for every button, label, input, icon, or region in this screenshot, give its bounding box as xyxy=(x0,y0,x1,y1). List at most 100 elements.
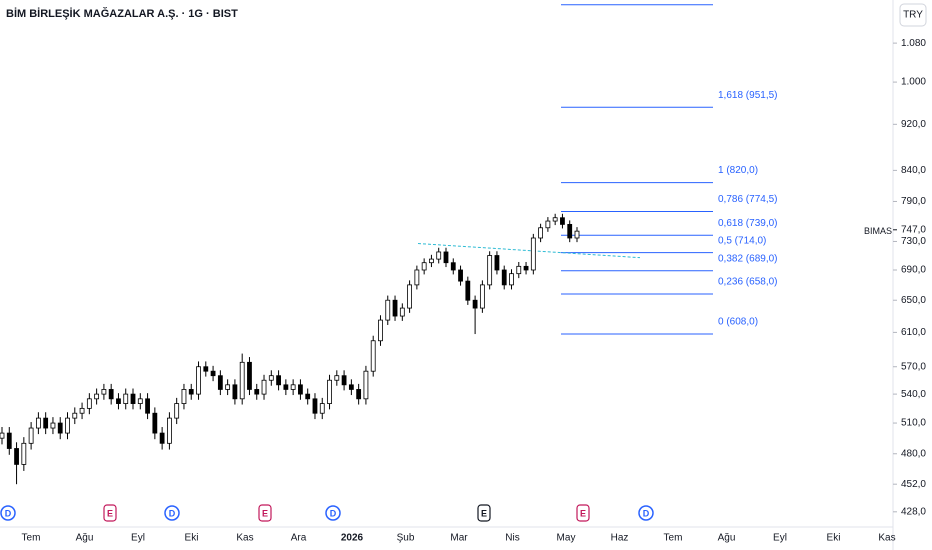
candle-body xyxy=(188,389,194,395)
currency[interactable]: TRY xyxy=(903,10,923,21)
candle-body xyxy=(327,379,332,404)
fib-label: 0,382 (689,0) xyxy=(718,253,778,264)
candle-body xyxy=(21,442,27,465)
candle-body xyxy=(14,448,19,465)
event-label: E xyxy=(580,508,586,518)
event-marker[interactable] xyxy=(164,505,180,521)
candle-body xyxy=(319,403,325,414)
fib-label: 0,5 (714,0) xyxy=(718,235,766,246)
x-tick-label: Ara xyxy=(291,533,307,544)
candle-body xyxy=(57,422,63,434)
event-label: E xyxy=(481,508,487,518)
event-label: E xyxy=(262,508,268,518)
y-tick-label: 840,0 xyxy=(901,165,926,176)
x-tick-label: Tem xyxy=(664,533,683,544)
candle-body xyxy=(378,319,383,342)
x-tick-label: Kas xyxy=(878,533,895,544)
candle-body xyxy=(305,393,311,400)
candle-body xyxy=(567,224,573,239)
x-tick-label: Ağu xyxy=(76,533,94,544)
candle-body xyxy=(290,384,296,390)
event-marker[interactable] xyxy=(258,504,272,522)
event-label: D xyxy=(5,508,12,518)
candle-body xyxy=(429,258,434,264)
candle-body xyxy=(43,417,49,429)
x-tick-label: Eki xyxy=(185,533,199,544)
event-marker[interactable] xyxy=(103,504,117,522)
candle-body xyxy=(560,217,565,225)
candle-body xyxy=(458,269,463,282)
x-tick-label: Tem xyxy=(22,533,41,544)
candle-body xyxy=(538,227,544,239)
y-tick-label: 920,0 xyxy=(901,119,926,130)
candle-body xyxy=(196,366,201,395)
y-tick-label: 650,0 xyxy=(901,295,926,306)
candle-body xyxy=(159,432,165,444)
y-tick-label: 510,0 xyxy=(901,418,926,429)
event-marker[interactable] xyxy=(576,504,590,522)
candle-body xyxy=(35,417,41,429)
candle-body xyxy=(298,384,303,395)
candle-body xyxy=(225,384,231,390)
x-tick-label: Eyl xyxy=(131,533,145,544)
candle-body xyxy=(356,389,362,400)
y-tick-label: 1.080 xyxy=(901,38,926,49)
candle-body xyxy=(516,265,522,275)
fib-label: 0,236 (658,0) xyxy=(718,277,778,288)
x-tick-label: Kas xyxy=(236,533,253,544)
candle-body xyxy=(385,299,391,321)
candle-body xyxy=(217,375,223,390)
candle-body xyxy=(399,307,405,317)
candle-body xyxy=(407,284,412,309)
y-tick-label: 690,0 xyxy=(901,265,926,276)
candle-body xyxy=(552,217,558,222)
x-tick-label: Haz xyxy=(611,533,629,544)
y-tick-label: 540,0 xyxy=(901,389,926,400)
candle-body xyxy=(523,265,529,271)
y-tick-label: 1.000 xyxy=(901,77,926,88)
candle-body xyxy=(545,220,551,229)
candle-body xyxy=(421,262,427,271)
candle-body xyxy=(50,422,56,429)
y-tick-label: 610,0 xyxy=(901,327,926,338)
candle-body xyxy=(261,379,267,395)
candle-body xyxy=(232,384,238,400)
last-price-label: 747,0 xyxy=(901,224,926,235)
candle-body xyxy=(86,398,92,409)
candle-body xyxy=(268,375,274,381)
chart-title: BİM BİRLEŞİK MAĞAZALAR A.Ş. · 1G · BIST xyxy=(6,7,238,20)
event-marker[interactable] xyxy=(638,505,654,521)
x-tick-label: May xyxy=(557,533,576,544)
event-marker[interactable] xyxy=(477,504,491,522)
candle-body xyxy=(414,269,420,286)
candle-body xyxy=(145,398,150,414)
candle-body xyxy=(254,389,260,395)
x-tick-label: 2026 xyxy=(341,533,364,544)
fib-label: 1,618 (951,5) xyxy=(718,90,778,101)
candle-body xyxy=(0,432,5,439)
candle-body xyxy=(174,403,180,419)
fib-label: 0 (608,0) xyxy=(718,317,758,328)
candle-body xyxy=(276,375,281,386)
candle-body xyxy=(472,299,478,309)
fib-label: 1 (820,0) xyxy=(718,165,758,176)
candle-body xyxy=(79,407,85,414)
event-marker[interactable] xyxy=(0,505,16,521)
x-tick-label: Ağu xyxy=(718,533,736,544)
event-label: E xyxy=(107,508,113,518)
y-tick-label: 452,0 xyxy=(901,479,926,490)
x-tick-label: Eki xyxy=(827,533,841,544)
candle-body xyxy=(123,393,129,404)
candle-body xyxy=(108,389,114,400)
currency-box[interactable] xyxy=(899,3,927,27)
trendline xyxy=(417,243,641,259)
x-tick-label: Mar xyxy=(450,533,468,544)
x-tick-label: Eyl xyxy=(773,533,787,544)
fib-label: 0,618 (739,0) xyxy=(718,218,778,229)
candle-body xyxy=(487,255,493,286)
event-label: D xyxy=(169,508,176,518)
event-marker[interactable] xyxy=(325,505,341,521)
